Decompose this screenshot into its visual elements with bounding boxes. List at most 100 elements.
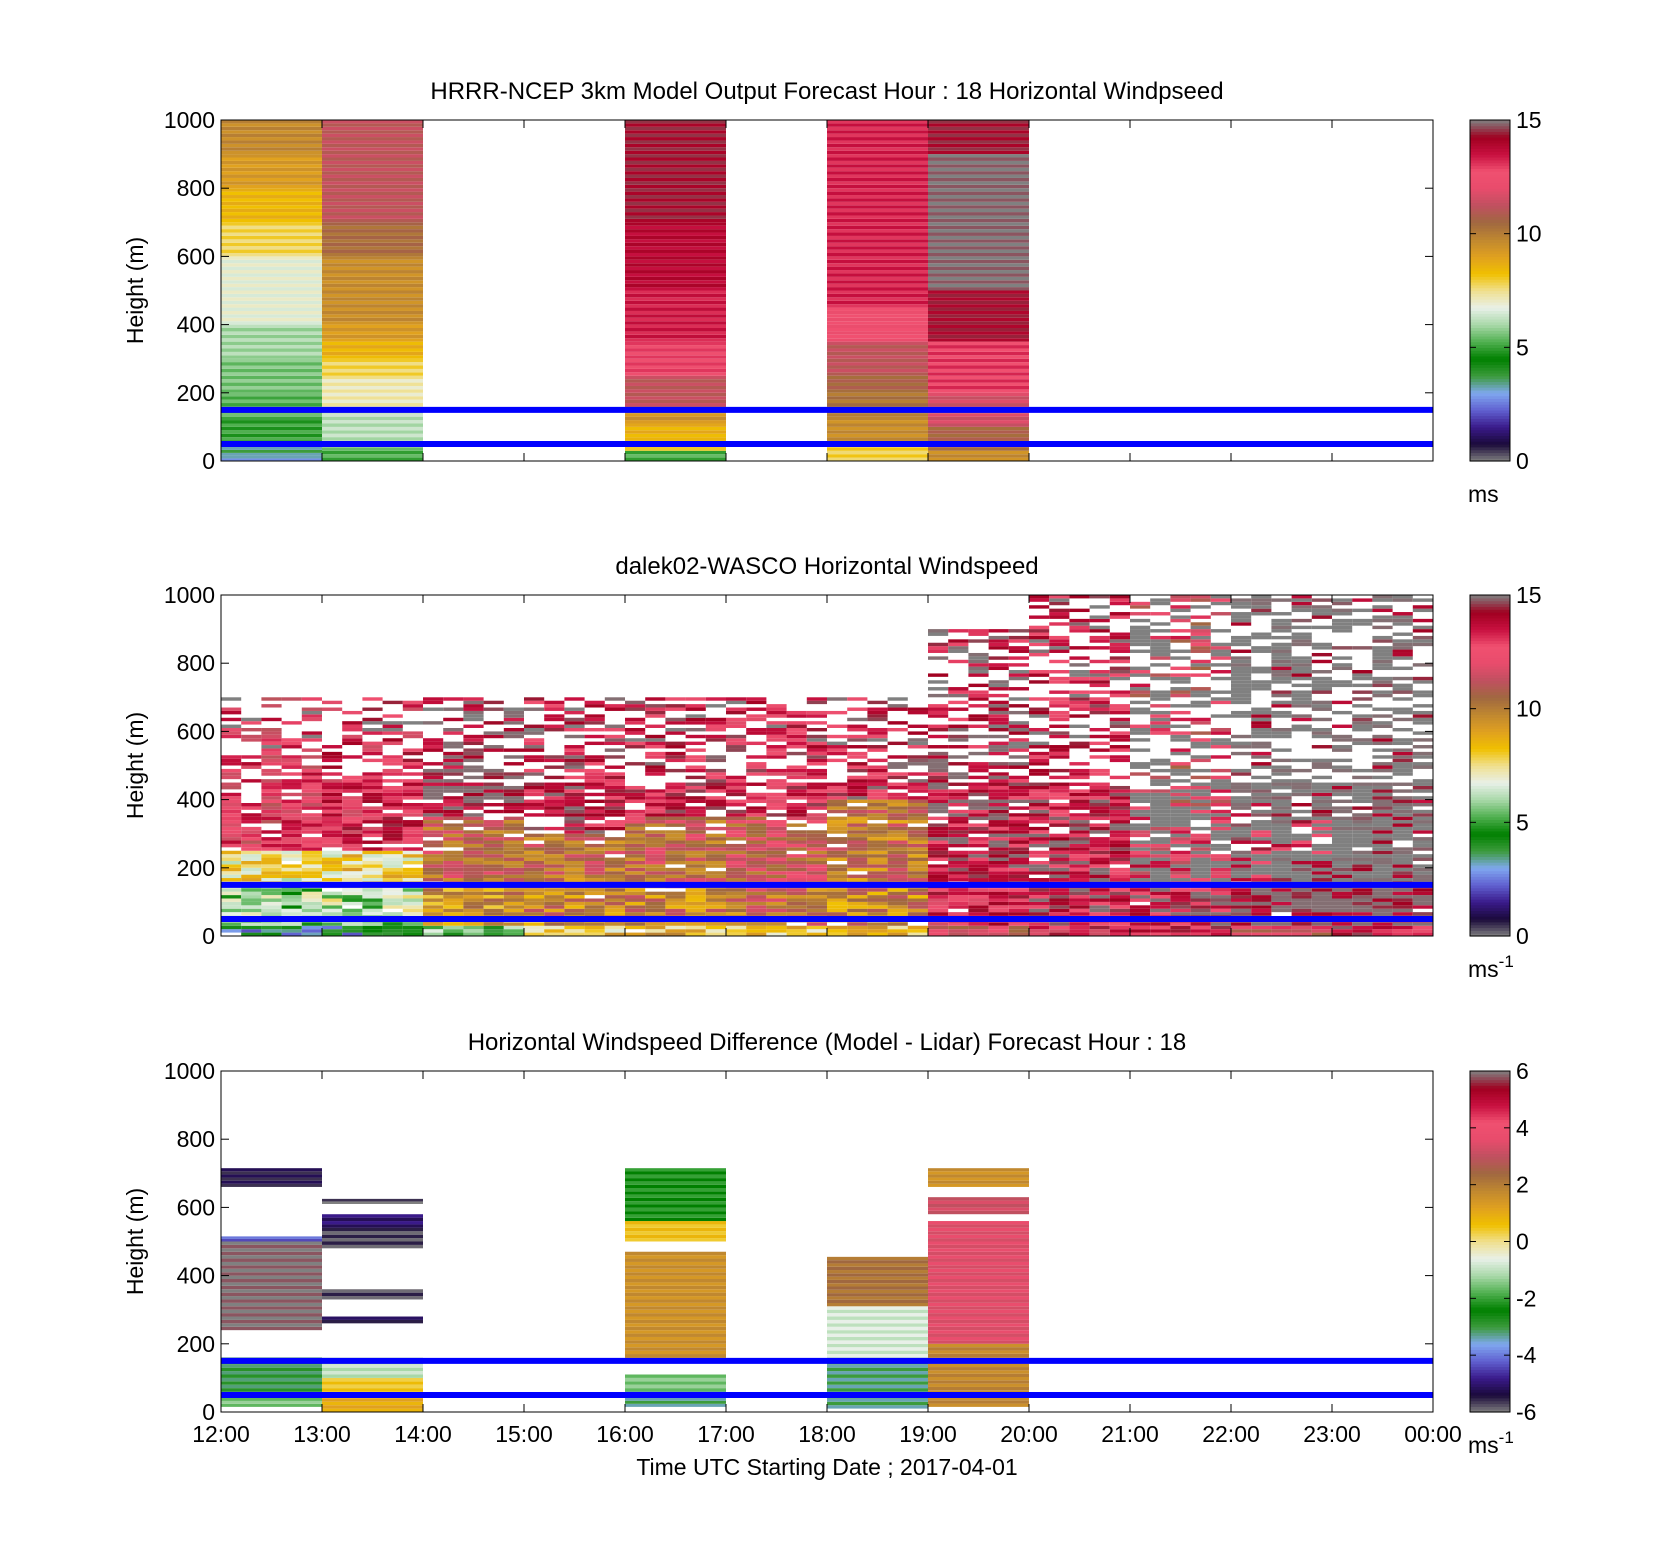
- lidar-cell: [463, 707, 484, 711]
- lidar-cell: [625, 785, 646, 790]
- lidar-cell: [382, 779, 403, 783]
- lidar-cell: [544, 782, 565, 786]
- lidar-cell: [423, 820, 444, 824]
- heatmap-cell: [221, 1261, 322, 1266]
- lidar-cell: [948, 700, 969, 705]
- lidar-cell: [988, 864, 1009, 868]
- lidar-cell: [1089, 700, 1110, 705]
- lidar-cell: [1049, 710, 1070, 715]
- colorbar-step: [1470, 247, 1510, 252]
- lidar-cell: [301, 710, 322, 715]
- lidar-cell: [604, 901, 625, 906]
- colorbar-step: [1470, 242, 1510, 246]
- heatmap-cell: [827, 198, 928, 202]
- heatmap-cell: [827, 1286, 928, 1290]
- colorbar-step: [1470, 1377, 1510, 1382]
- heatmap-cell: [625, 205, 726, 209]
- lidar-cell: [968, 666, 989, 671]
- colorbar-step: [1470, 452, 1510, 456]
- lidar-cell: [301, 925, 322, 930]
- lidar-cell: [867, 714, 888, 718]
- lidar-cell: [726, 710, 747, 715]
- lidar-cell: [604, 707, 625, 711]
- colorbar-step: [1470, 131, 1510, 135]
- lidar-cell: [544, 785, 565, 790]
- lidar-cell: [322, 925, 343, 930]
- heatmap-cell: [928, 1313, 1029, 1317]
- lidar-cell: [1392, 895, 1413, 899]
- lidar-cell: [301, 779, 322, 783]
- lidar-cell: [423, 809, 444, 814]
- lidar-cell: [1008, 762, 1029, 766]
- heatmap-cell: [221, 1306, 322, 1310]
- heatmap-cell: [827, 147, 928, 151]
- lidar-cell: [402, 782, 423, 786]
- lidar-cell: [1109, 905, 1130, 909]
- lidar-cell: [1008, 635, 1029, 640]
- heatmap-cell: [221, 150, 322, 155]
- lidar-cell: [685, 785, 706, 790]
- lidar-cell: [1412, 789, 1433, 793]
- lidar-cell: [1049, 837, 1070, 841]
- colorbar-step: [1470, 1230, 1510, 1234]
- lidar-cell: [1352, 840, 1373, 844]
- lidar-cell: [685, 908, 706, 913]
- lidar-cell: [1210, 755, 1231, 759]
- lidar-cell: [705, 895, 726, 899]
- heatmap-cell: [221, 1171, 322, 1175]
- lidar-cell: [1109, 908, 1130, 913]
- lidar-cell: [1372, 659, 1393, 664]
- lidar-cell: [928, 837, 949, 841]
- lidar-cell: [968, 867, 989, 872]
- lidar-cell: [867, 799, 888, 804]
- colorbar-unit-label: ms: [1468, 481, 1499, 507]
- lidar-cell: [1029, 922, 1050, 926]
- lidar-cell: [1251, 850, 1272, 855]
- lidar-cell: [1332, 820, 1353, 824]
- heatmap-cell: [928, 379, 1029, 383]
- lidar-cell: [907, 745, 928, 749]
- lidar-cell: [1150, 693, 1171, 698]
- lidar-cell: [362, 898, 383, 902]
- heatmap-cell: [322, 433, 423, 438]
- heatmap-cell: [221, 290, 322, 294]
- lidar-cell: [988, 932, 1009, 936]
- lidar-cell: [463, 765, 484, 769]
- lidar-cell: [645, 697, 666, 701]
- x-tick-label: 13:00: [293, 1421, 351, 1447]
- lidar-cell: [1069, 622, 1090, 626]
- lidar-cell: [786, 895, 807, 899]
- lidar-cell: [1332, 891, 1353, 896]
- lidar-cell: [463, 898, 484, 902]
- lidar-cell: [827, 891, 848, 896]
- lidar-cell: [988, 823, 1009, 827]
- heatmap-cell: [221, 382, 322, 386]
- lidar-cell: [362, 912, 383, 916]
- lidar-cell: [907, 867, 928, 872]
- heatmap-cell: [322, 1241, 423, 1245]
- lidar-cell: [1210, 782, 1231, 786]
- lidar-cell: [1170, 823, 1191, 827]
- lidar-cell: [1130, 809, 1151, 814]
- lidar-cell: [786, 867, 807, 872]
- lidar-cell: [887, 799, 908, 804]
- lidar-cell: [806, 857, 827, 861]
- colorbar-step: [1470, 913, 1510, 917]
- lidar-cell: [1109, 929, 1130, 933]
- lidar-cell: [1392, 690, 1413, 694]
- lidar-cell: [1352, 820, 1373, 824]
- heatmap-cell: [221, 1177, 322, 1181]
- lidar-cell: [847, 734, 868, 739]
- lidar-cell: [665, 843, 686, 848]
- lidar-cell: [1190, 704, 1211, 708]
- lidar-cell: [261, 799, 282, 804]
- lidar-cell: [1170, 595, 1191, 599]
- colorbar-step: [1470, 705, 1510, 710]
- lidar-cell: [665, 878, 686, 882]
- heatmap-cell: [322, 1374, 423, 1378]
- colorbar-step: [1470, 236, 1510, 240]
- heatmap-cell: [625, 304, 726, 308]
- heatmap-cell: [928, 252, 1029, 257]
- lidar-cell: [1089, 843, 1110, 848]
- lidar-cell: [463, 830, 484, 834]
